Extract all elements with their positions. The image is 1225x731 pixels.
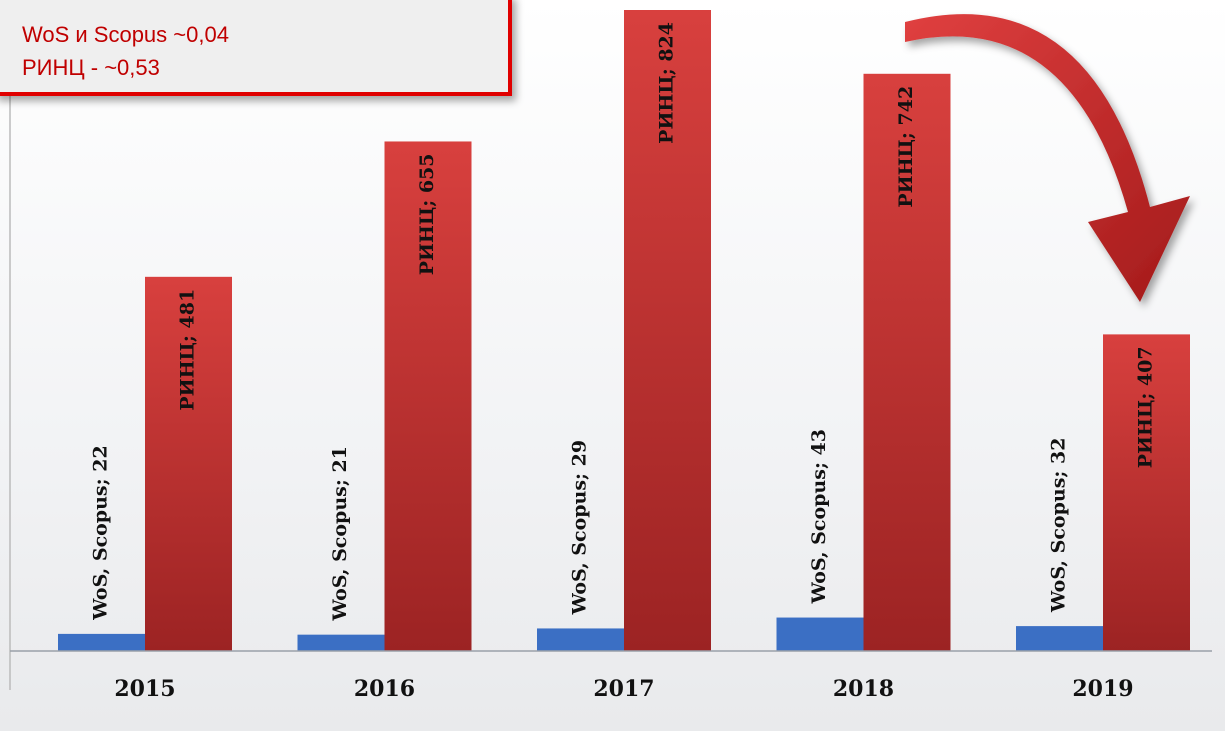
data-label: РИНЦ; 824 <box>656 22 678 144</box>
data-label: WoS, Scopus; 43 <box>808 429 830 605</box>
note-line: РИНЦ - ~0,53 <box>22 55 160 80</box>
arrow <box>905 14 1190 302</box>
bar <box>776 617 864 651</box>
bars: 2015 WoS, Scopus; 22 РИНЦ; 481 2016 WoS, Sco… <box>58 10 1190 702</box>
bar <box>537 628 624 651</box>
bar <box>384 141 472 652</box>
x-tick-label: 2015 <box>114 676 175 702</box>
data-label: WoS, Scopus; 32 <box>1048 438 1070 614</box>
data-label: WoS, Scopus; 29 <box>569 440 591 616</box>
x-tick-label: 2018 <box>833 676 894 702</box>
note-line: WoS и Scopus ~0,04 <box>22 22 229 47</box>
data-label: РИНЦ; 655 <box>416 153 438 275</box>
bar <box>1016 626 1103 651</box>
bar <box>624 10 711 651</box>
note-box <box>0 0 512 96</box>
x-tick-label: 2016 <box>354 676 415 702</box>
data-label: WoS, Scopus; 21 <box>329 446 351 622</box>
x-tick-label: 2017 <box>593 676 654 702</box>
data-label: РИНЦ; 407 <box>1135 346 1157 468</box>
bar <box>1103 334 1190 651</box>
bar <box>58 633 145 651</box>
bar <box>145 276 232 651</box>
bar <box>297 634 385 651</box>
data-label: РИНЦ; 742 <box>895 86 917 208</box>
data-label: WoS, Scopus; 22 <box>90 445 112 621</box>
x-tick-label: 2019 <box>1072 676 1133 702</box>
bar <box>863 73 951 652</box>
data-label: РИНЦ; 481 <box>177 289 199 411</box>
